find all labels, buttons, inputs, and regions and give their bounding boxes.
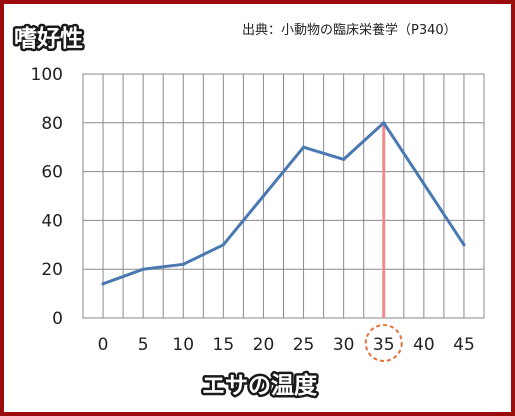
x-tick-label: 35	[373, 335, 395, 355]
source-citation: 出典：小動物の臨床栄養学（P340）	[242, 22, 457, 38]
y-axis-ticks: 0 20 40 60 80 100	[31, 65, 63, 329]
x-tick-label: 45	[453, 335, 475, 355]
data-point	[261, 194, 266, 198]
x-tick-label: 40	[413, 335, 435, 355]
y-tick-label: 80	[41, 114, 63, 134]
y-tick-label: 20	[41, 260, 63, 280]
y-tick-label: 100	[31, 65, 63, 85]
data-point	[342, 157, 346, 161]
y-tick-label: 40	[41, 211, 63, 231]
x-tick-label: 15	[213, 335, 235, 355]
highlight-tick-marker	[364, 324, 403, 362]
series-line	[101, 121, 466, 286]
x-tick-label: 20	[253, 335, 275, 355]
x-tick-label: 10	[172, 335, 194, 355]
grid	[82, 73, 485, 319]
x-tick-label: 30	[333, 335, 355, 355]
data-point	[422, 182, 426, 186]
data-point	[101, 282, 105, 286]
x-tick-label: 0	[98, 335, 109, 355]
data-point	[301, 145, 306, 149]
x-axis-label: エサの温度	[202, 372, 318, 399]
data-point	[462, 243, 466, 247]
data-point	[221, 243, 225, 247]
data-point	[141, 267, 145, 271]
series	[101, 121, 466, 286]
chart-title: 嗜好性	[14, 26, 83, 52]
x-tick-label: 25	[293, 335, 315, 355]
y-tick-label: 0	[52, 309, 63, 329]
x-tick-label: 5	[138, 335, 149, 355]
data-point	[382, 121, 386, 125]
y-tick-label: 60	[41, 163, 63, 183]
data-point	[181, 262, 185, 266]
x-axis-ticks: 0 5 10 15 20 25 30 35 40 45	[98, 324, 475, 362]
